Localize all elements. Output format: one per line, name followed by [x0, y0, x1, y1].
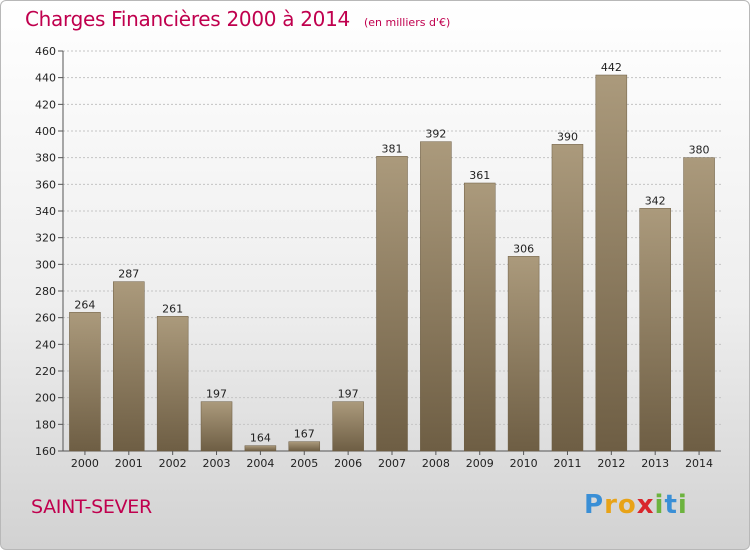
bar-value-label: 197 [206, 388, 227, 401]
bar [595, 74, 628, 452]
bar-value-label: 261 [162, 302, 183, 315]
bar [332, 401, 364, 452]
bar-value-label: 442 [601, 61, 622, 74]
y-tick-label: 300 [35, 258, 56, 271]
bar-value-label: 264 [74, 298, 95, 311]
bar-value-label: 342 [645, 194, 666, 207]
logo-letter: P [584, 490, 605, 520]
logo-letter: i [654, 490, 665, 520]
x-tick-label: 2005 [290, 457, 318, 470]
x-tick-label: 2000 [71, 457, 99, 470]
logo-letter: i [677, 490, 688, 520]
y-tick-label: 340 [35, 205, 56, 218]
chart-title: Charges Financières 2000 à 2014 (en milli… [25, 7, 450, 31]
bar [463, 182, 496, 452]
bar-value-label: 392 [425, 128, 446, 141]
bar [244, 445, 277, 452]
y-tick-label: 180 [35, 418, 56, 431]
logo-letter: r [604, 490, 618, 520]
bar [288, 441, 321, 452]
chart-unit: (en milliers d'€) [363, 16, 451, 29]
y-tick-label: 440 [35, 72, 56, 85]
x-tick-label: 2009 [466, 457, 494, 470]
y-tick-label: 400 [35, 125, 56, 138]
y-tick-label: 160 [35, 445, 56, 458]
x-tick-label: 2008 [422, 457, 450, 470]
y-tick-label: 460 [35, 45, 56, 58]
bar [113, 281, 145, 452]
bar [200, 401, 233, 452]
bar-value-label: 167 [294, 428, 315, 441]
logo-letter: o [617, 490, 637, 520]
x-tick-label: 2011 [553, 457, 581, 470]
y-tick-label: 260 [35, 312, 56, 325]
y-tick-label: 420 [35, 98, 56, 111]
bar [376, 156, 408, 452]
y-tick-label: 380 [35, 152, 56, 165]
proxiti-logo: Proxiti [584, 490, 688, 520]
x-tick-label: 2013 [641, 457, 669, 470]
bar-value-label: 306 [513, 242, 534, 255]
bar-value-label: 164 [250, 432, 271, 445]
y-tick-label: 240 [35, 338, 56, 351]
bar-value-label: 390 [557, 130, 578, 143]
bar-value-label: 197 [338, 388, 359, 401]
logo-letter: x [636, 490, 655, 520]
logo-letter: t [664, 490, 678, 520]
bar [507, 256, 540, 452]
x-tick-label: 2002 [159, 457, 187, 470]
x-tick-label: 2004 [246, 457, 274, 470]
commune-name: SAINT-SEVER [31, 496, 152, 518]
y-tick-label: 280 [35, 285, 56, 298]
bar [639, 208, 671, 452]
bar [683, 157, 715, 452]
y-tick-label: 320 [35, 232, 56, 245]
x-tick-label: 2014 [685, 457, 713, 470]
y-tick-label: 220 [35, 365, 56, 378]
y-tick-label: 200 [35, 392, 56, 405]
x-tick-label: 2003 [203, 457, 231, 470]
x-tick-label: 2006 [334, 457, 362, 470]
bar-value-label: 380 [689, 144, 710, 157]
x-tick-label: 2001 [115, 457, 143, 470]
x-tick-label: 2007 [378, 457, 406, 470]
chart-title-text: Charges Financières 2000 à 2014 [25, 7, 350, 31]
bar-value-label: 287 [118, 268, 139, 281]
bar [69, 312, 101, 452]
x-tick-label: 2010 [510, 457, 538, 470]
x-tick-label: 2012 [597, 457, 625, 470]
bar [551, 144, 584, 452]
bar-value-label: 381 [382, 142, 403, 155]
bar [420, 141, 452, 452]
y-tick-label: 360 [35, 178, 56, 191]
bar [156, 316, 189, 452]
bar-value-label: 361 [469, 169, 490, 182]
